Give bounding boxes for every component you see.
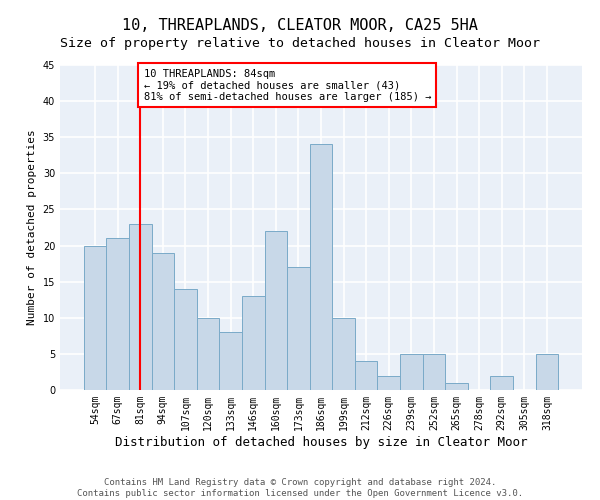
Y-axis label: Number of detached properties: Number of detached properties (27, 130, 37, 326)
Bar (152, 253, 174, 390)
Bar (242, 296, 265, 390)
X-axis label: Distribution of detached houses by size in Cleator Moor: Distribution of detached houses by size … (115, 436, 527, 448)
Bar (197, 318, 220, 390)
Text: 10, THREAPLANDS, CLEATOR MOOR, CA25 5HA: 10, THREAPLANDS, CLEATOR MOOR, CA25 5HA (122, 18, 478, 32)
Text: 10 THREAPLANDS: 84sqm
← 19% of detached houses are smaller (43)
81% of semi-deta: 10 THREAPLANDS: 84sqm ← 19% of detached … (143, 68, 431, 102)
Bar (400, 354, 422, 390)
Bar (422, 354, 445, 390)
Bar (265, 231, 287, 390)
Bar (310, 144, 332, 390)
Bar (445, 383, 468, 390)
Text: Size of property relative to detached houses in Cleator Moor: Size of property relative to detached ho… (60, 38, 540, 51)
Bar (355, 361, 377, 390)
Bar (287, 267, 310, 390)
Bar (332, 318, 355, 390)
Bar (174, 289, 197, 390)
Bar (536, 354, 558, 390)
Bar (106, 238, 129, 390)
Text: Contains HM Land Registry data © Crown copyright and database right 2024.
Contai: Contains HM Land Registry data © Crown c… (77, 478, 523, 498)
Bar (377, 376, 400, 390)
Bar (129, 224, 152, 390)
Bar (220, 332, 242, 390)
Bar (490, 376, 513, 390)
Bar (84, 246, 106, 390)
